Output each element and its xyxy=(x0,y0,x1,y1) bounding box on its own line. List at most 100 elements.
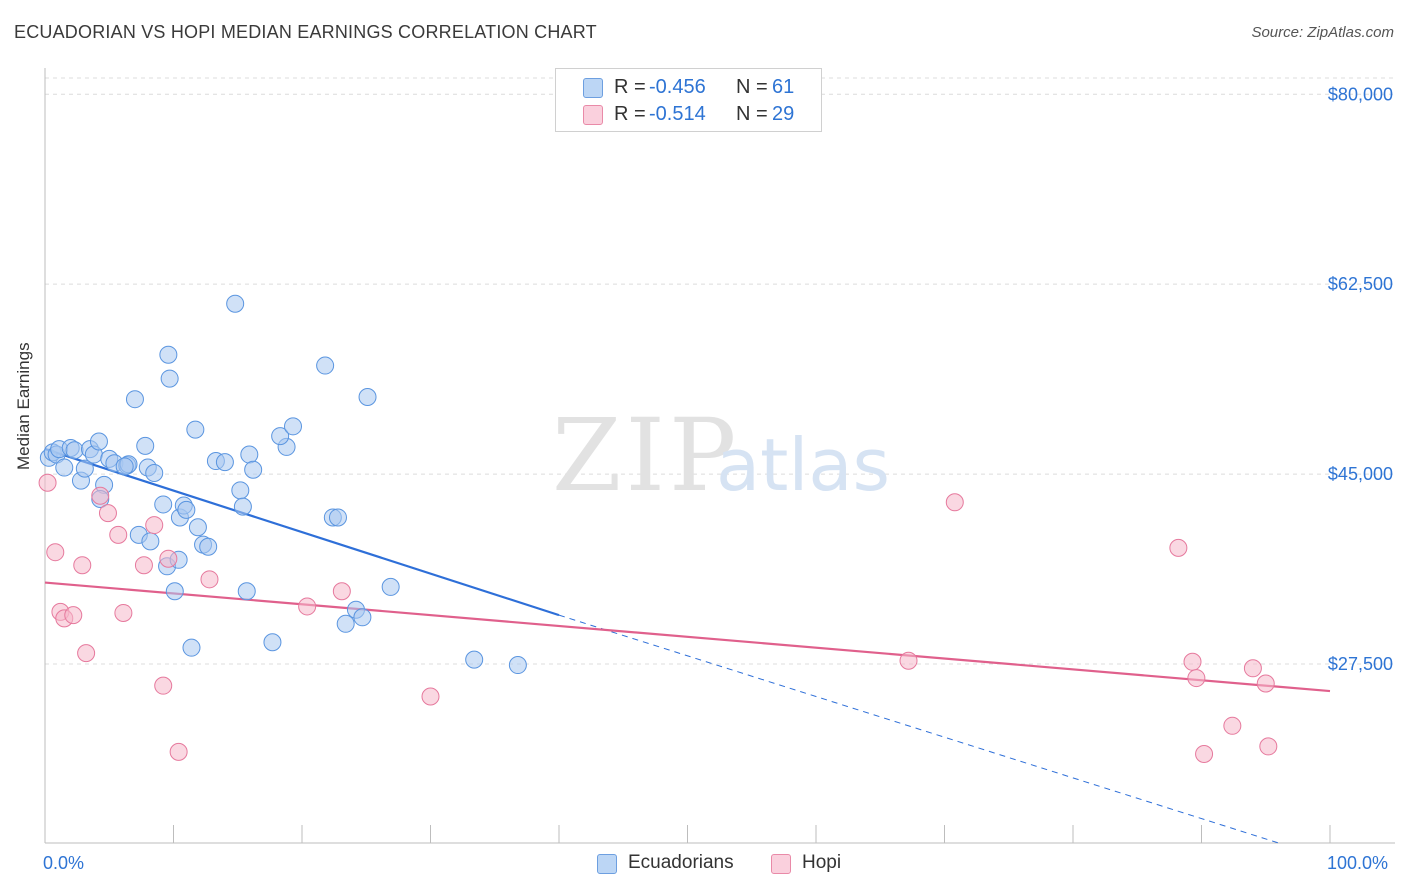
y-axis-label: Median Earnings xyxy=(14,342,33,470)
point-ecuadorians xyxy=(136,436,155,455)
points-layer xyxy=(38,294,1278,764)
point-ecuadorians xyxy=(215,453,234,472)
point-ecuadorians xyxy=(358,388,377,407)
point-ecuadorians xyxy=(188,518,207,537)
point-ecuadorians xyxy=(237,582,256,601)
point-ecuadorians xyxy=(508,656,527,675)
point-hopi xyxy=(98,504,117,523)
y-tick-label: $62,500 xyxy=(1328,274,1393,294)
point-ecuadorians xyxy=(244,460,263,479)
point-hopi xyxy=(77,644,96,663)
bottom-legend-label-hopi: Hopi xyxy=(802,852,842,873)
point-ecuadorians xyxy=(154,495,173,514)
y-tick-label: $27,500 xyxy=(1328,654,1393,674)
trend-line-ecuadorians xyxy=(44,448,560,617)
point-ecuadorians xyxy=(231,481,250,500)
point-hopi xyxy=(298,597,317,616)
point-ecuadorians xyxy=(271,427,290,446)
legend-r-value: -0.456 xyxy=(649,76,706,98)
point-hopi xyxy=(1259,737,1278,756)
point-hopi xyxy=(1243,659,1262,678)
point-ecuadorians xyxy=(233,497,252,516)
watermark-zip: ZIP xyxy=(552,397,740,514)
point-ecuadorians xyxy=(263,633,282,652)
point-ecuadorians xyxy=(115,457,134,476)
trend-line-hopi xyxy=(44,581,1331,693)
stats-legend: R = -0.456 N = 61 R = -0.514 N = 29 xyxy=(555,68,822,132)
legend-r-label: R = xyxy=(614,76,646,98)
point-hopi xyxy=(109,525,128,544)
point-hopi xyxy=(114,603,133,622)
legend-swatch-hopi xyxy=(583,105,603,125)
point-hopi xyxy=(1256,674,1275,693)
axis-layer xyxy=(44,68,1395,844)
grid-layer xyxy=(45,77,1395,665)
point-hopi xyxy=(1223,716,1242,735)
trend-line-extension-ecuadorians xyxy=(558,614,1279,844)
point-hopi xyxy=(38,473,57,492)
point-ecuadorians xyxy=(89,432,108,451)
point-hopi xyxy=(200,570,219,589)
point-ecuadorians xyxy=(159,345,178,364)
y-tick-label: $80,000 xyxy=(1328,84,1393,104)
legend-r-label: R = xyxy=(614,103,646,125)
legend-n-value: 29 xyxy=(772,103,795,125)
point-ecuadorians xyxy=(284,417,303,436)
legend-row-hopi: R = -0.514 N = 29 xyxy=(556,102,821,126)
point-hopi xyxy=(1195,745,1214,764)
point-hopi xyxy=(145,516,164,535)
y-tick-labels: $27,500 $45,000 $62,500 $80,000 xyxy=(1328,84,1393,674)
point-ecuadorians xyxy=(55,458,74,477)
point-hopi xyxy=(945,493,964,512)
source-credit: Source: ZipAtlas.com xyxy=(1251,24,1394,41)
point-hopi xyxy=(169,742,188,761)
point-hopi xyxy=(154,676,173,695)
legend-n-value: 61 xyxy=(772,76,795,98)
point-ecuadorians xyxy=(65,441,84,460)
point-ecuadorians xyxy=(226,294,245,313)
legend-n-label: N = xyxy=(736,103,768,125)
point-ecuadorians xyxy=(199,537,218,556)
point-hopi xyxy=(899,651,918,670)
bottom-legend-swatch-ecuadorians xyxy=(597,854,617,874)
point-ecuadorians xyxy=(160,369,179,388)
point-hopi xyxy=(1169,538,1188,557)
point-ecuadorians xyxy=(381,577,400,596)
point-ecuadorians xyxy=(125,390,144,409)
point-hopi xyxy=(421,687,440,706)
point-hopi xyxy=(134,556,153,575)
point-hopi xyxy=(1183,652,1202,671)
point-ecuadorians xyxy=(336,614,355,633)
point-hopi xyxy=(73,556,92,575)
point-ecuadorians xyxy=(240,445,259,464)
bottom-legend-label-ecuadorians: Ecuadorians xyxy=(628,852,734,873)
point-ecuadorians xyxy=(75,459,94,478)
point-ecuadorians xyxy=(316,356,335,375)
point-hopi xyxy=(46,543,65,562)
trend-layer xyxy=(44,448,1331,844)
point-hopi xyxy=(1187,669,1206,688)
point-ecuadorians xyxy=(141,532,160,551)
legend-r-value: -0.514 xyxy=(649,103,706,125)
watermark: ZIP atlas xyxy=(552,397,890,514)
point-hopi xyxy=(332,582,351,601)
point-hopi xyxy=(91,486,110,505)
watermark-atlas: atlas xyxy=(716,423,890,507)
point-ecuadorians xyxy=(177,500,196,519)
legend-n-label: N = xyxy=(736,76,768,98)
x-tick-label-max: 100.0% xyxy=(1327,853,1389,873)
legend-swatch-ecuadorians xyxy=(583,78,603,98)
y-tick-label: $45,000 xyxy=(1328,464,1393,484)
legend-row-ecuadorians: R = -0.456 N = 61 xyxy=(556,75,821,99)
point-hopi xyxy=(159,549,178,568)
point-ecuadorians xyxy=(353,608,372,627)
point-ecuadorians xyxy=(165,582,184,601)
point-hopi xyxy=(64,606,83,625)
chart-title: ECUADORIAN VS HOPI MEDIAN EARNINGS CORRE… xyxy=(14,22,597,42)
point-ecuadorians xyxy=(145,463,164,482)
point-ecuadorians xyxy=(186,420,205,439)
point-ecuadorians xyxy=(465,650,484,669)
point-ecuadorians xyxy=(328,508,347,527)
bottom-legend-swatch-hopi xyxy=(771,854,791,874)
